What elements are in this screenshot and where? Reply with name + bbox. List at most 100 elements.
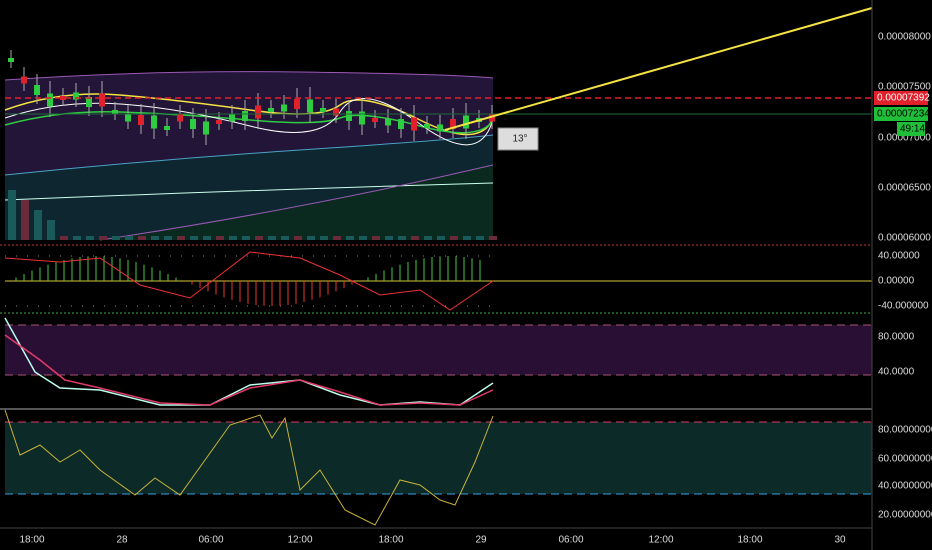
candle: [268, 108, 274, 112]
volume-bar: [203, 236, 211, 240]
axis-label: 18:00: [737, 535, 762, 546]
volume-bar: [8, 190, 16, 240]
candle: [34, 85, 40, 95]
ma-white: [4, 98, 494, 146]
candle: [190, 119, 196, 129]
volume-bar: [151, 236, 159, 240]
volume: [8, 190, 497, 240]
axis-label: 29: [475, 535, 487, 546]
candle: [242, 111, 248, 121]
axis-label: 40.00000000: [878, 481, 932, 492]
candles: [8, 50, 495, 145]
volume-bar: [359, 236, 367, 240]
volume-bar: [112, 236, 120, 240]
axis-label: 0.00006500: [878, 183, 931, 194]
volume-bar: [372, 236, 380, 240]
volume-bar: [138, 236, 146, 240]
volume-bar: [437, 236, 445, 240]
axis-label: 18:00: [378, 535, 403, 546]
candle: [229, 114, 235, 122]
stoch-band: [5, 325, 872, 375]
candle: [255, 105, 261, 119]
volume-bar: [476, 236, 484, 240]
axis-label: 0.00007234: [877, 109, 930, 120]
candle: [294, 99, 300, 109]
volume-bar: [281, 236, 289, 240]
candle: [164, 126, 170, 130]
candle: [398, 119, 404, 129]
candle: [86, 97, 92, 107]
candle: [424, 124, 430, 128]
volume-bar: [385, 236, 393, 240]
lower-fill: [100, 165, 493, 240]
volume-bar: [125, 236, 133, 240]
axis-label: 30: [834, 535, 846, 546]
volume-bar: [268, 236, 276, 240]
axis-label: 20.00000000: [878, 510, 932, 521]
volume-bar: [320, 236, 328, 240]
candle: [463, 115, 469, 129]
volume-bar: [229, 236, 237, 240]
candle: [281, 104, 287, 112]
volume-bar: [489, 236, 497, 240]
rsi-band: [5, 422, 872, 494]
axis-labels: 0.00008000 0.00007500 0.00007000 0.00006500…: [19, 32, 932, 546]
volume-bar: [424, 236, 432, 240]
volume-bar: [190, 236, 198, 240]
candle: [60, 96, 66, 100]
candle: [411, 117, 417, 131]
volume-bar: [242, 236, 250, 240]
axis-label: -40.000000: [878, 301, 929, 312]
ma-long: [99, 164, 494, 241]
volume-bar: [307, 236, 315, 240]
volume-bar: [255, 236, 263, 240]
stoch-k: [4, 317, 494, 406]
axis-label: 0.00006000: [878, 233, 931, 244]
axis-label: 28: [116, 535, 128, 546]
volume-bar: [21, 200, 29, 240]
candle: [489, 114, 495, 122]
candle: [372, 118, 378, 122]
candle: [437, 124, 443, 132]
axis-label: 0.00007500: [878, 82, 931, 93]
volume-bar: [398, 236, 406, 240]
alert-badge: [874, 91, 928, 105]
candle: [333, 108, 339, 116]
axis-label: 49:14: [900, 124, 925, 135]
candle: [151, 115, 157, 129]
candle: [99, 93, 105, 107]
candle: [216, 120, 222, 124]
volume-bar: [60, 236, 68, 240]
axis-label: 80.0000: [878, 332, 915, 343]
volume-bar: [294, 236, 302, 240]
axis-label: 80.00000000: [878, 425, 932, 436]
angle-label: 13°: [512, 134, 527, 145]
ma-slow: [4, 182, 494, 201]
candle: [177, 114, 183, 122]
trend-line: [444, 7, 873, 131]
volume-bar: [346, 236, 354, 240]
candle: [138, 115, 144, 125]
candle: [47, 93, 53, 107]
axis-label: 0.00007392: [877, 93, 930, 104]
bb-lower: [4, 134, 494, 176]
axis-label: 40.00000: [878, 251, 920, 262]
volume-bar: [99, 236, 107, 240]
axis-label: 0.00008000: [878, 32, 931, 43]
candle: [21, 76, 27, 84]
candle: [385, 118, 391, 126]
macd-histogram: [15, 256, 481, 306]
axis-label: 60.00000000: [878, 454, 932, 465]
candle: [320, 108, 326, 112]
angle-box: [497, 127, 539, 151]
candle: [125, 114, 131, 122]
candle: [307, 99, 313, 113]
volume-bar: [463, 236, 471, 240]
axis-label: 40.0000: [878, 367, 915, 378]
axis-label: 12:00: [648, 535, 673, 546]
candle: [73, 92, 79, 100]
stoch-d: [4, 334, 494, 406]
axis-label: 18:00: [19, 535, 44, 546]
candle: [8, 58, 14, 62]
